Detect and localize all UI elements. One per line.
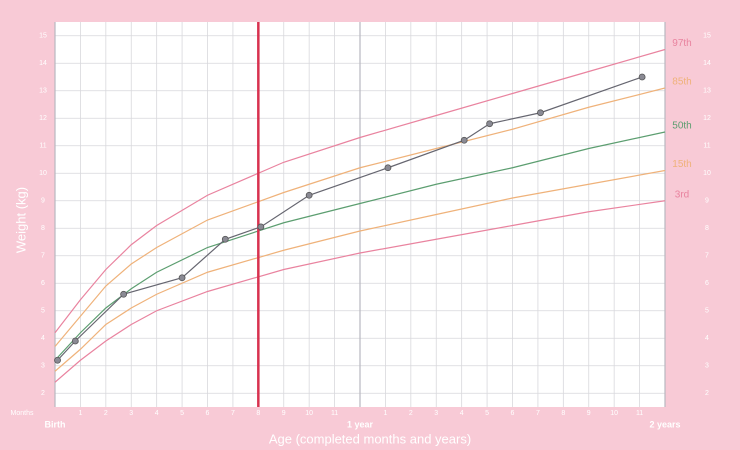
y-tick-label-right: 11 (703, 143, 710, 150)
measurement-point (120, 290, 128, 298)
x-tick-label: 8 (256, 410, 260, 417)
y-tick-label: 3 (41, 363, 45, 370)
measurement-point (305, 191, 313, 199)
x-tick-label: 8 (561, 410, 565, 417)
measurement-point (221, 235, 229, 243)
y-tick-label-right: 10 (703, 170, 711, 177)
x-tick-label: 6 (511, 410, 515, 417)
percentile-label: 15th (672, 159, 691, 170)
x-tick-label: 10 (610, 410, 618, 417)
x-tick-label: 2 (104, 410, 108, 417)
y-tick-label: 13 (39, 88, 47, 95)
x-tick-label: 5 (485, 410, 489, 417)
y-tick-label: 10 (39, 170, 47, 177)
measurement-point (71, 337, 79, 345)
x-tick-label: 7 (536, 410, 540, 417)
y-tick-label-right: 3 (705, 363, 709, 370)
x-tick-label: 1 year (347, 419, 374, 429)
x-tick-label: Birth (45, 419, 66, 429)
y-tick-label-right: 9 (705, 198, 709, 205)
y-tick-label: 8 (41, 225, 45, 232)
percentile-line (54, 48, 666, 334)
y-tick-label: 15 (39, 33, 47, 40)
measurement-point (257, 223, 265, 231)
x-tick-label: 4 (155, 410, 159, 417)
y-tick-label-right: 13 (703, 88, 711, 95)
x-tick-label: 6 (206, 410, 210, 417)
percentile-line (54, 131, 666, 361)
y-axis-title: Weight (kg) (13, 187, 28, 253)
y-tick-label: 14 (39, 60, 47, 67)
y-tick-label-right: 7 (705, 253, 709, 260)
measurement-line (57, 76, 643, 361)
y-tick-label: 6 (41, 280, 45, 287)
y-tick-label-right: 5 (705, 308, 709, 315)
measurement-point (537, 109, 544, 117)
x-tick-label: 11 (636, 410, 643, 417)
y-tick-label: 7 (41, 253, 45, 260)
x-tick-label: 1 (78, 410, 82, 417)
y-tick-label-right: 6 (705, 280, 709, 287)
percentile-label: 97th (672, 38, 691, 49)
x-tick-label: 5 (180, 410, 184, 417)
x-tick-label: 10 (305, 410, 313, 417)
measurement-point (486, 120, 494, 128)
measurement-point (384, 164, 392, 172)
percentile-line (54, 200, 666, 383)
x-tick-label: 3 (129, 410, 133, 417)
x-tick-label: 9 (587, 410, 591, 417)
y-tick-label: 2 (41, 390, 45, 397)
y-tick-label: 12 (39, 115, 47, 122)
y-tick-label: 9 (41, 198, 45, 205)
x-tick-label: 4 (460, 410, 464, 417)
x-axis-title: Age (completed months and years) (269, 431, 471, 446)
y-tick-label-right: 14 (703, 60, 711, 67)
x-tick-label: 2 years (649, 419, 680, 429)
measurement-point (460, 136, 468, 144)
y-tick-label: 4 (41, 335, 45, 342)
y-tick-label-right: 8 (705, 225, 709, 232)
x-tick-label: 2 (409, 410, 413, 417)
x-tick-label: 3 (434, 410, 438, 417)
x-tick-label: 9 (282, 410, 286, 417)
percentile-label: 3rd (675, 189, 689, 200)
x-tick-label: 1 (383, 410, 387, 417)
measurement-point (54, 356, 61, 364)
percentile-label: 85th (672, 77, 691, 88)
measurement-point (178, 274, 186, 282)
x-tick-label: 7 (231, 410, 235, 417)
y-tick-label-right: 15 (703, 33, 711, 40)
x-tick-label: 11 (331, 410, 338, 417)
y-tick-label-right: 4 (705, 335, 709, 342)
y-tick-label-right: 2 (705, 390, 709, 397)
x-unit-label: Months (11, 410, 34, 417)
percentile-line (54, 169, 666, 372)
measurement-point (638, 73, 646, 81)
percentile-line (54, 87, 666, 347)
y-tick-label-right: 12 (703, 115, 711, 122)
y-tick-label: 5 (41, 308, 45, 315)
y-tick-label: 11 (39, 143, 46, 150)
percentile-label: 50th (672, 121, 691, 132)
